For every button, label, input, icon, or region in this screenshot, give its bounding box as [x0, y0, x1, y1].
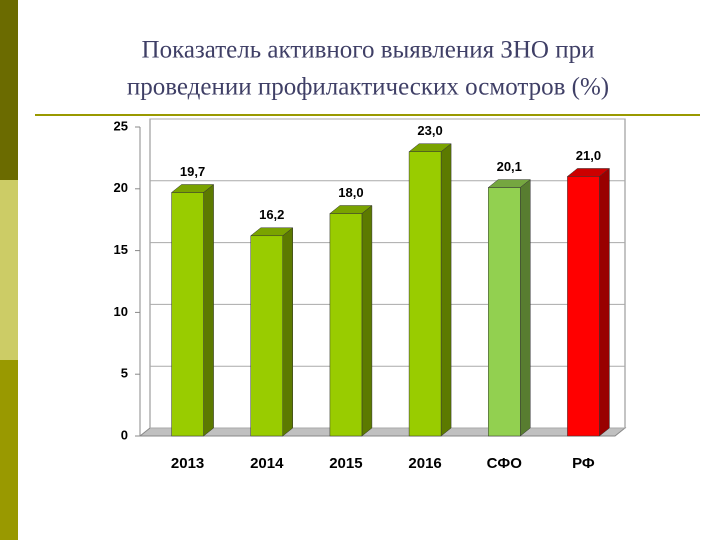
chart-title: Показатель активного выявления ЗНО при [142, 37, 595, 64]
value-label: 19,7 [180, 164, 205, 179]
x-tick-label: 2015 [329, 455, 362, 472]
bar [171, 192, 204, 437]
bar [488, 187, 521, 437]
x-tick-label: СФО [487, 455, 523, 472]
bar [567, 176, 600, 437]
y-tick-label: 25 [114, 118, 128, 133]
x-tick-label: 2016 [408, 455, 441, 472]
floor [138, 427, 627, 437]
stripe [0, 360, 18, 540]
y-tick-label: 15 [114, 242, 128, 257]
bar [408, 151, 442, 437]
value-label: 16,2 [259, 207, 284, 222]
value-label: 20,1 [497, 159, 522, 174]
y-tick-label: 5 [121, 366, 128, 381]
chart-title: проведении профилактических осмотров (%) [127, 74, 609, 101]
stripe [0, 0, 18, 180]
bar-side [361, 204, 373, 437]
bar [329, 213, 363, 437]
value-label: 23,0 [417, 123, 442, 138]
bar-side [599, 167, 610, 437]
plot-wall [149, 118, 626, 429]
bar-side [520, 179, 531, 437]
x-tick-label: 2013 [171, 455, 204, 472]
y-tick-label: 0 [121, 427, 128, 442]
y-tick-label: 20 [114, 180, 128, 195]
x-tick-label: РФ [572, 455, 595, 472]
chart: 0 5 10 15 20 25 19,7 2013 16,2 2014 18,0 2015 23,0 20… [114, 118, 627, 472]
bar-side [203, 183, 214, 437]
bar [250, 235, 283, 437]
x-tick-label: 2014 [250, 455, 284, 472]
y-tick-label: 10 [114, 304, 128, 319]
bar-side [440, 143, 452, 437]
stripe [0, 180, 18, 360]
value-label: 18,0 [338, 185, 363, 200]
value-label: 21,0 [576, 148, 601, 163]
bar-side [282, 227, 293, 437]
